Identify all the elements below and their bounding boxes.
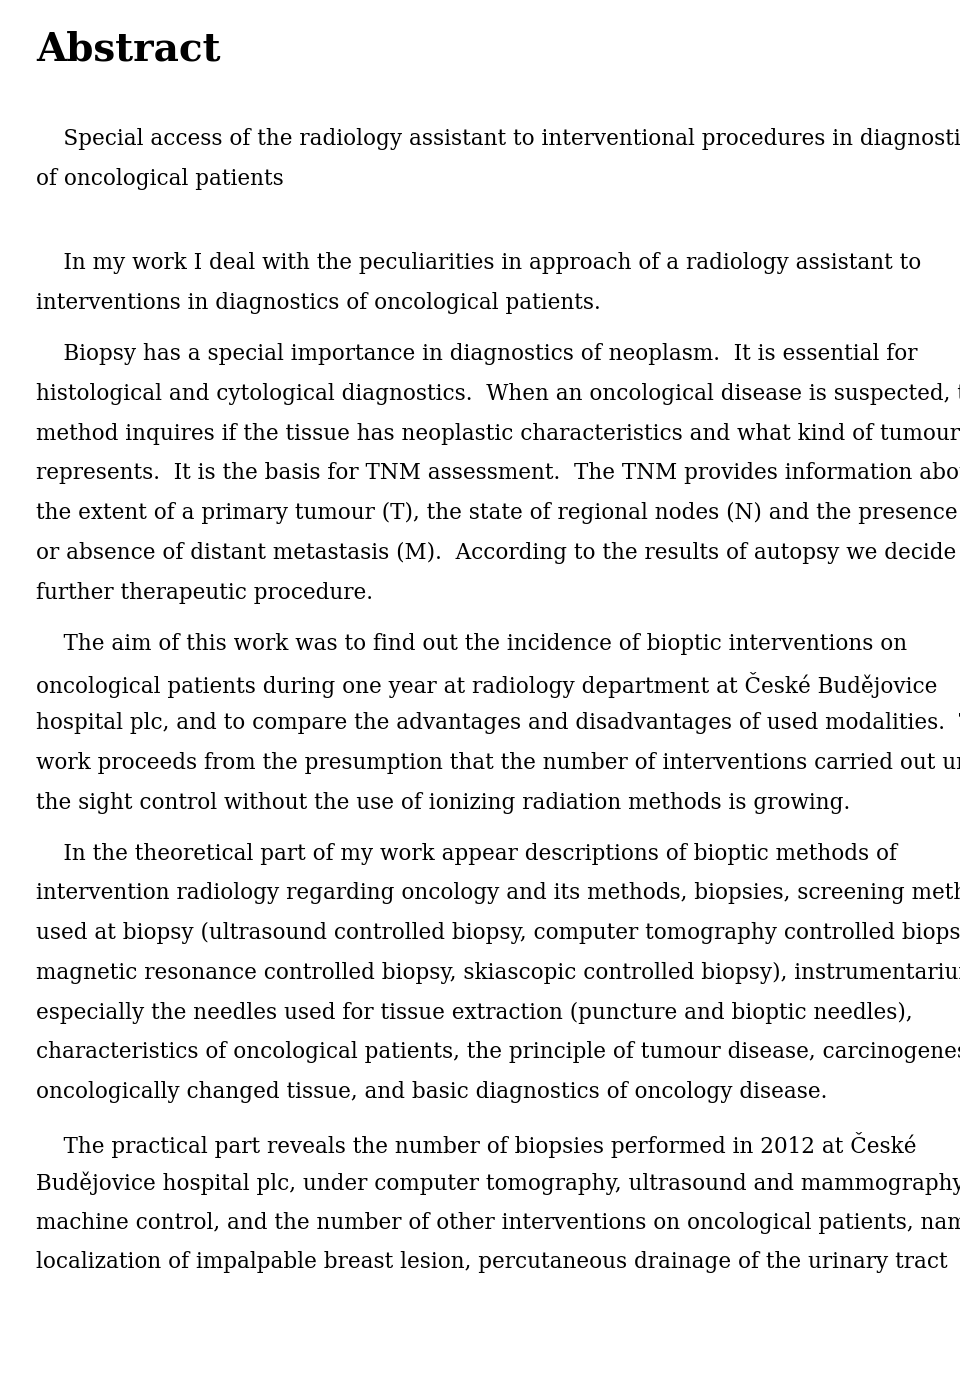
Text: or absence of distant metastasis (M).  According to the results of autopsy we de: or absence of distant metastasis (M). Ac…	[36, 541, 960, 564]
Text: magnetic resonance controlled biopsy, skiascopic controlled biopsy), instrumenta: magnetic resonance controlled biopsy, sk…	[36, 963, 960, 983]
Text: histological and cytological diagnostics.  When an oncological disease is suspec: histological and cytological diagnostics…	[36, 382, 960, 405]
Text: characteristics of oncological patients, the principle of tumour disease, carcin: characteristics of oncological patients,…	[36, 1041, 960, 1063]
Text: method inquires if the tissue has neoplastic characteristics and what kind of tu: method inquires if the tissue has neopla…	[36, 423, 960, 445]
Text: Budějovice hospital plc, under computer tomography, ultrasound and mammography: Budějovice hospital plc, under computer …	[36, 1172, 960, 1196]
Text: Special access of the radiology assistant to interventional procedures in diagno: Special access of the radiology assistan…	[36, 128, 960, 151]
Text: The aim of this work was to find out the incidence of bioptic interventions on: The aim of this work was to find out the…	[36, 632, 907, 654]
Text: Abstract: Abstract	[36, 31, 221, 68]
Text: intervention radiology regarding oncology and its methods, biopsies, screening m: intervention radiology regarding oncolog…	[36, 882, 960, 904]
Text: oncological patients during one year at radiology department at České Budějovice: oncological patients during one year at …	[36, 672, 938, 699]
Text: of oncological patients: of oncological patients	[36, 169, 284, 190]
Text: hospital plc, and to compare the advantages and disadvantages of used modalities: hospital plc, and to compare the advanta…	[36, 711, 960, 734]
Text: In my work I deal with the peculiarities in approach of a radiology assistant to: In my work I deal with the peculiarities…	[36, 252, 922, 275]
Text: used at biopsy (ultrasound controlled biopsy, computer tomography controlled bio: used at biopsy (ultrasound controlled bi…	[36, 922, 960, 944]
Text: machine control, and the number of other interventions on oncological patients, : machine control, and the number of other…	[36, 1211, 960, 1233]
Text: the sight control without the use of ionizing radiation methods is growing.: the sight control without the use of ion…	[36, 791, 851, 813]
Text: interventions in diagnostics of oncological patients.: interventions in diagnostics of oncologi…	[36, 293, 601, 314]
Text: The practical part reveals the number of biopsies performed in 2012 at České: The practical part reveals the number of…	[36, 1133, 917, 1158]
Text: represents.  It is the basis for TNM assessment.  The TNM provides information a: represents. It is the basis for TNM asse…	[36, 462, 960, 484]
Text: work proceeds from the presumption that the number of interventions carried out : work proceeds from the presumption that …	[36, 752, 960, 774]
Text: the extent of a primary tumour (T), the state of regional nodes (N) and the pres: the extent of a primary tumour (T), the …	[36, 502, 960, 525]
Text: further therapeutic procedure.: further therapeutic procedure.	[36, 582, 373, 604]
Text: Biopsy has a special importance in diagnostics of neoplasm.  It is essential for: Biopsy has a special importance in diagn…	[36, 343, 918, 365]
Text: In the theoretical part of my work appear descriptions of bioptic methods of: In the theoretical part of my work appea…	[36, 843, 898, 865]
Text: especially the needles used for tissue extraction (puncture and bioptic needles): especially the needles used for tissue e…	[36, 1002, 913, 1024]
Text: oncologically changed tissue, and basic diagnostics of oncology disease.: oncologically changed tissue, and basic …	[36, 1081, 828, 1103]
Text: localization of impalpable breast lesion, percutaneous drainage of the urinary t: localization of impalpable breast lesion…	[36, 1251, 948, 1274]
